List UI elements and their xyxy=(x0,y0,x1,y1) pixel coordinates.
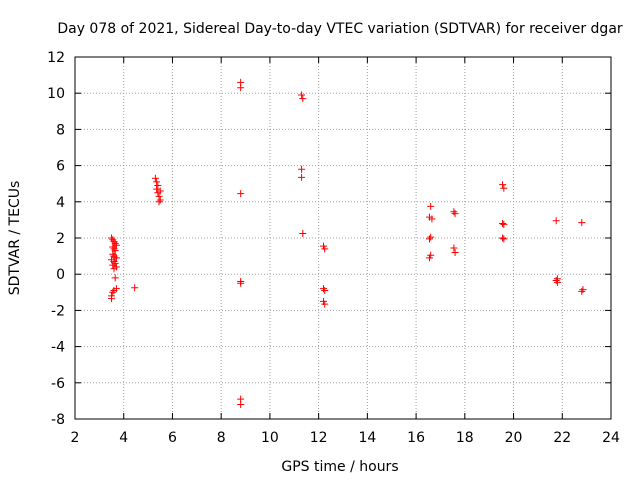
y-tick-label: -2 xyxy=(51,303,65,319)
data-point xyxy=(321,245,329,253)
data-point xyxy=(500,184,508,192)
data-point xyxy=(499,234,507,242)
data-point xyxy=(153,178,161,186)
data-point xyxy=(552,277,560,285)
data-point xyxy=(578,287,586,295)
y-tick-label: 0 xyxy=(56,267,65,283)
data-point xyxy=(110,265,118,273)
data-point xyxy=(112,254,120,262)
data-point xyxy=(109,243,117,251)
data-point xyxy=(500,235,508,243)
x-tick-label: 2 xyxy=(71,430,80,446)
x-tick-label: 22 xyxy=(553,430,571,446)
data-point xyxy=(500,220,508,228)
data-point xyxy=(109,288,117,296)
data-point xyxy=(110,258,118,266)
data-point xyxy=(427,233,435,241)
data-point xyxy=(450,208,458,216)
y-tick-label: 2 xyxy=(56,231,65,247)
data-point xyxy=(111,274,119,282)
y-tick-label: -8 xyxy=(51,412,65,428)
data-point xyxy=(579,286,587,294)
data-point xyxy=(111,239,119,247)
x-tick-label: 8 xyxy=(217,430,226,446)
x-tick-label: 12 xyxy=(310,430,328,446)
data-point xyxy=(108,234,116,242)
data-point xyxy=(110,238,118,246)
x-tick-label: 4 xyxy=(119,430,128,446)
data-point xyxy=(425,235,433,243)
data-point xyxy=(109,236,117,244)
chart-title: Day 078 of 2021, Sidereal Day-to-day VTE… xyxy=(57,21,623,37)
data-point xyxy=(109,250,117,258)
y-tick-label: -4 xyxy=(51,340,65,356)
x-tick-label: 20 xyxy=(505,430,523,446)
data-point xyxy=(156,187,164,195)
x-axis-title: GPS time / hours xyxy=(281,459,398,475)
data-point xyxy=(237,401,245,409)
data-point xyxy=(110,245,118,253)
data-point xyxy=(298,165,306,173)
data-point xyxy=(450,244,458,252)
data-point xyxy=(299,95,307,103)
y-tick-label: -6 xyxy=(51,376,65,392)
x-tick-label: 18 xyxy=(456,430,474,446)
x-tick-labels: 2 4 6 8 10 12 14 16 18 20 22 24 xyxy=(71,430,620,446)
data-point xyxy=(427,202,435,210)
data-point xyxy=(237,84,245,92)
data-point xyxy=(425,254,433,262)
data-point xyxy=(499,181,507,189)
data-point xyxy=(578,219,586,227)
y-tick-label: 6 xyxy=(56,159,65,175)
y-tick-label: 10 xyxy=(47,86,65,102)
data-point xyxy=(237,190,245,198)
data-point xyxy=(320,285,328,293)
x-tick-label: 16 xyxy=(407,430,425,446)
y-axis-title: SDTVAR / TECUs xyxy=(7,181,23,296)
x-tick-label: 24 xyxy=(602,430,620,446)
data-point xyxy=(131,284,139,292)
data-point xyxy=(451,248,459,256)
data-point xyxy=(553,278,561,286)
x-tick-label: 6 xyxy=(168,430,177,446)
axis-ticks xyxy=(74,56,612,420)
data-point xyxy=(499,220,507,228)
y-tick-labels: -8 -6 -4 -2 0 2 4 6 8 10 12 xyxy=(47,50,65,428)
x-tick-label: 14 xyxy=(358,430,376,446)
y-tick-label: 12 xyxy=(47,50,65,66)
data-point xyxy=(108,295,116,303)
data-point xyxy=(110,286,118,294)
data-point xyxy=(321,300,329,308)
data-point xyxy=(156,196,164,204)
y-tick-label: 8 xyxy=(56,122,65,138)
data-point xyxy=(298,91,306,99)
data-point xyxy=(112,241,120,249)
data-point xyxy=(151,174,159,182)
data-points xyxy=(108,78,587,409)
data-point xyxy=(155,198,163,206)
data-point xyxy=(428,215,436,223)
data-point xyxy=(109,261,117,269)
data-point xyxy=(298,173,306,181)
grid xyxy=(75,57,611,419)
data-point xyxy=(154,182,162,190)
data-point xyxy=(552,217,560,225)
x-tick-label: 10 xyxy=(261,430,279,446)
data-point xyxy=(237,279,245,287)
y-tick-label: 4 xyxy=(56,195,65,211)
data-point xyxy=(299,229,307,237)
data-point xyxy=(153,185,161,193)
data-point xyxy=(321,286,329,294)
data-point xyxy=(451,210,459,218)
data-point xyxy=(111,247,119,255)
